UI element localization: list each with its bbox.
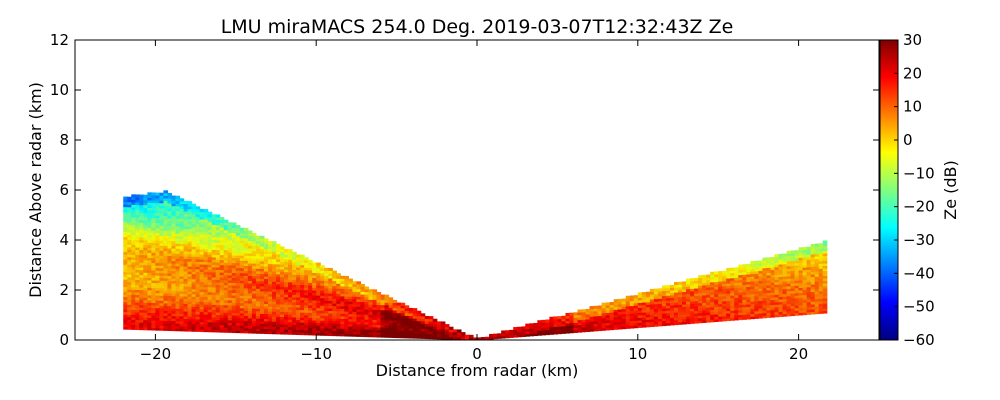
y-tick-label: 6 [59,181,69,199]
x-tick-label: 0 [472,345,482,363]
chart-title: LMU miraMACS 254.0 Deg. 2019-03-07T12:32… [221,16,734,38]
colorbar-tick-label: −60 [903,331,935,349]
colorbar-ticks: 30 20 10 0 −10 −20 −30 −40 −50 −60 [894,31,935,349]
colorbar-tick-label: 10 [903,98,922,116]
colorbar-tick-label: −40 [903,264,935,282]
y-tick-label: 12 [50,31,69,49]
plot-area [123,190,828,340]
colorbar-label: Ze (dB) [941,160,960,220]
colorbar: 30 20 10 0 −10 −20 −30 −40 −50 −60 Ze (dB) [879,31,960,349]
reflectivity-field [123,190,828,340]
colorbar-tick-label: 20 [903,64,922,82]
x-axis-label: Distance from radar (km) [376,361,579,380]
x-tick-label: 10 [628,345,647,363]
colorbar-tick-label: −30 [903,231,935,249]
x-tick-label: −10 [300,345,332,363]
y-tick-label: 8 [59,131,69,149]
colorbar-tick-label: −10 [903,164,935,182]
colorbar-gradient [879,39,899,341]
y-tick-label: 10 [50,81,69,99]
y-axis: 0 2 4 6 8 10 12 [50,31,879,349]
y-axis-label: Distance Above radar (km) [26,82,45,298]
colorbar-tick-label: 0 [903,131,913,149]
colorbar-tick-label: −50 [903,298,935,316]
y-tick-label: 0 [59,331,69,349]
colorbar-tick-label: 30 [903,31,922,49]
x-tick-label: −20 [140,345,172,363]
x-axis: −20 −10 0 10 20 [140,40,808,363]
y-tick-label: 4 [59,231,69,249]
colorbar-tick-label: −20 [903,198,935,216]
x-tick-label: 20 [789,345,808,363]
y-tick-label: 2 [59,281,69,299]
